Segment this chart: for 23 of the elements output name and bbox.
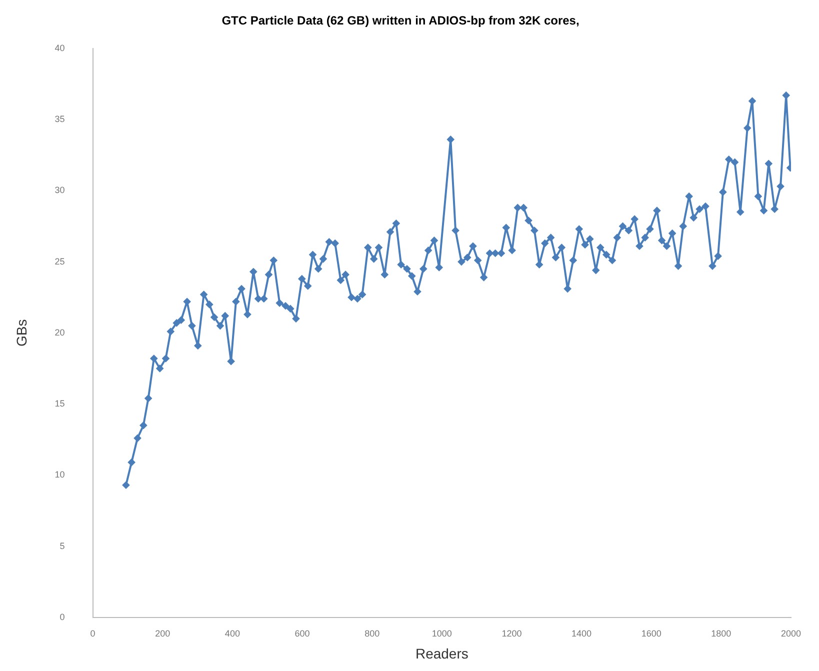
x-tick-label: 400 [224,628,240,638]
y-tick-label: 0 [60,612,65,622]
y-tick-label: 10 [54,470,65,480]
y-tick-label: 40 [54,42,65,53]
y-tick-label: 25 [54,256,65,266]
y-tick-label: 5 [60,540,65,551]
x-axis-title: Readers [415,645,468,662]
x-tick-label: 1000 [432,628,452,638]
y-axis-title: GBs [13,319,30,347]
x-tick-label: 600 [294,628,310,638]
x-tick-label: 1600 [641,628,662,638]
x-tick-label: 0 [90,628,96,638]
x-tick-label: 800 [364,628,380,638]
y-tick-label: 30 [54,185,65,196]
y-tick-label: 15 [54,398,65,409]
x-tick-label: 200 [155,628,170,638]
x-tick-label: 1400 [572,628,592,638]
chart-title: GTC Particle Data (62 GB) written in ADIOS-bp from 32K cores, [222,14,580,28]
y-tick-label: 20 [54,327,65,338]
x-tick-label: 2000 [780,628,802,638]
y-tick-label: 35 [54,114,65,124]
x-tick-label: 1200 [502,628,522,638]
x-tick-label: 1800 [711,628,732,638]
